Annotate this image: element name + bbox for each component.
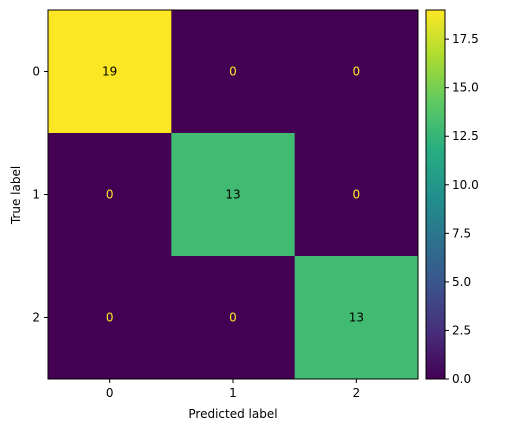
heatmap-cells	[48, 10, 419, 380]
cell-value-1-1: 13	[225, 188, 240, 202]
heatmap-cell-2-1	[171, 256, 296, 380]
cell-value-1-0: 0	[106, 188, 114, 202]
x-axis-label: Predicted label	[188, 407, 277, 421]
cell-value-0-1: 0	[229, 65, 237, 79]
colorbar-tick-label-5: 12.5	[452, 129, 479, 143]
heatmap-cell-0-2	[294, 10, 419, 134]
colorbar-tick-label-2: 5.0	[452, 275, 471, 289]
x-axis-ticks: 0 1 2	[106, 379, 360, 400]
heatmap-cell-1-2	[294, 133, 419, 257]
y-axis-ticks: 0 1 2	[32, 65, 48, 325]
colorbar-tick-label-3: 7.5	[452, 226, 471, 240]
cell-value-2-0: 0	[106, 311, 114, 325]
colorbar-tick-label-1: 2.5	[452, 323, 471, 337]
y-axis-label: True label	[9, 166, 23, 225]
x-tick-label-2: 2	[353, 386, 361, 400]
heatmap-cell-0-0	[48, 10, 172, 134]
colorbar-tick-label-7: 17.5	[452, 32, 479, 46]
colorbar-tick-label-6: 15.0	[452, 81, 479, 95]
y-tick-label-0: 0	[32, 65, 40, 79]
cell-value-0-2: 0	[353, 65, 361, 79]
cell-value-1-2: 0	[353, 188, 361, 202]
heatmap-cell-0-1	[171, 10, 296, 134]
heatmap-cell-1-0	[48, 133, 172, 257]
y-tick-label-1: 1	[32, 188, 40, 202]
cell-value-0-0: 19	[102, 65, 117, 79]
cell-value-2-2: 13	[349, 311, 364, 325]
colorbar-tick-label-4: 10.0	[452, 178, 479, 192]
heatmap-cell-1-1	[171, 133, 296, 257]
y-tick-label-2: 2	[32, 311, 40, 325]
cell-value-2-1: 0	[229, 311, 237, 325]
x-tick-label-1: 1	[229, 386, 237, 400]
x-tick-label-0: 0	[106, 386, 114, 400]
colorbar-tick-label-0: 0.0	[452, 372, 471, 386]
colorbar-ticks: 0.0 2.5 5.0 7.5 10.0 12.5 15.0 17.5	[445, 32, 479, 386]
colorbar	[425, 9, 446, 380]
cell-value-labels: 19 0 0 0 13 0 0 0 13	[102, 65, 364, 325]
heatmap-cell-2-2	[294, 256, 419, 380]
heatmap-cell-2-0	[48, 256, 172, 380]
